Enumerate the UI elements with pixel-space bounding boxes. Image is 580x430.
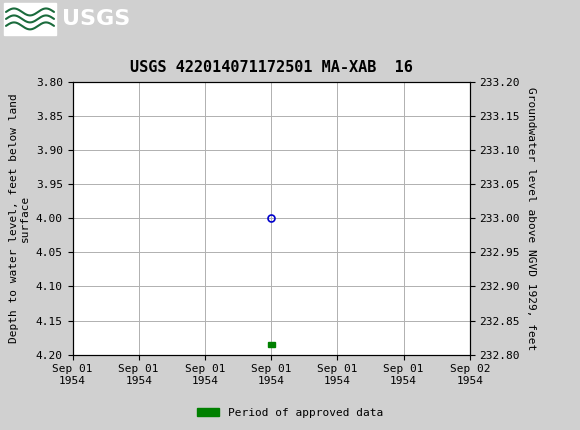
Text: USGS: USGS (62, 9, 130, 29)
Title: USGS 422014071172501 MA-XAB  16: USGS 422014071172501 MA-XAB 16 (130, 60, 412, 75)
Y-axis label: Depth to water level, feet below land
surface: Depth to water level, feet below land su… (9, 93, 30, 343)
Legend: Period of approved data: Period of approved data (193, 403, 387, 422)
Y-axis label: Groundwater level above NGVD 1929, feet: Groundwater level above NGVD 1929, feet (525, 86, 535, 350)
Bar (267, 342, 275, 347)
Bar (4, 3, 56, 35)
